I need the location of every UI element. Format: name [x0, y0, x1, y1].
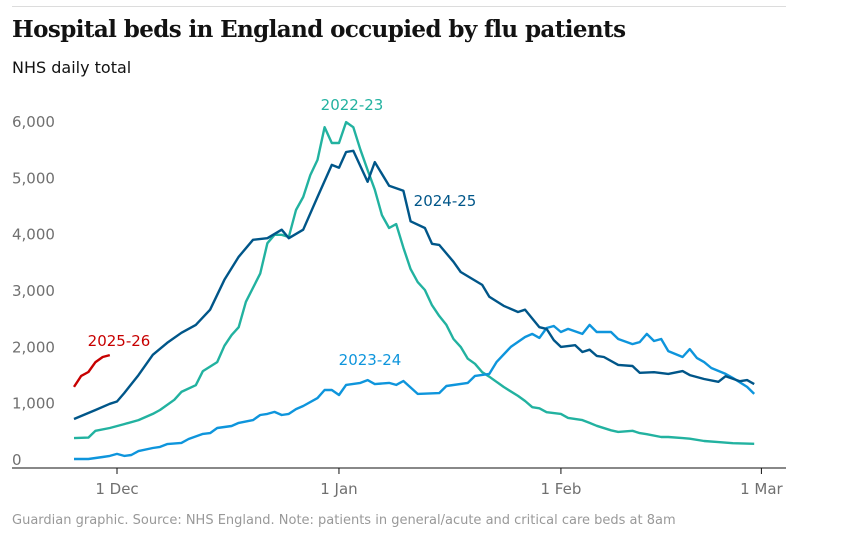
- x-tick-label: 1 Jan: [320, 480, 357, 498]
- y-tick-label: 1,000: [12, 395, 55, 413]
- x-axis: 1 Dec 1 Jan 1 Feb 1 Mar: [12, 467, 786, 498]
- y-tick-label: 6,000: [12, 113, 55, 131]
- x-tick-label: 1 Mar: [740, 480, 783, 498]
- series-label: 2024-25: [414, 192, 477, 210]
- y-tick-label: 3,000: [12, 282, 55, 300]
- x-tick-label: 1 Feb: [540, 480, 581, 498]
- series-line-2022-23: [73, 120, 755, 445]
- y-tick-label: 5,000: [12, 169, 55, 187]
- series-label: 2025-26: [88, 332, 151, 350]
- series-label: 2023-24: [339, 351, 402, 369]
- y-tick-label: 2,000: [12, 338, 55, 356]
- series-lines: [72, 120, 756, 461]
- y-tick-label: 0: [12, 451, 22, 469]
- chart-title: Hospital beds in England occupied by flu…: [12, 16, 626, 43]
- series-line-2023-24: [74, 323, 756, 461]
- x-tick-label: 1 Dec: [95, 480, 138, 498]
- y-axis: 0 1,000 2,000 3,000 4,000 5,000 6,000: [12, 113, 55, 469]
- source-note: Guardian graphic. Source: NHS England. N…: [12, 513, 676, 528]
- series-line-2025-26: [72, 353, 111, 388]
- series-label: 2022-23: [321, 96, 384, 114]
- series-line-2024-25: [73, 149, 755, 421]
- series-labels: 2022-23 2023-24 2024-25 2025-26: [88, 96, 477, 369]
- top-rule: [12, 6, 786, 7]
- chart-subtitle: NHS daily total: [12, 58, 132, 77]
- y-tick-label: 4,000: [12, 226, 55, 244]
